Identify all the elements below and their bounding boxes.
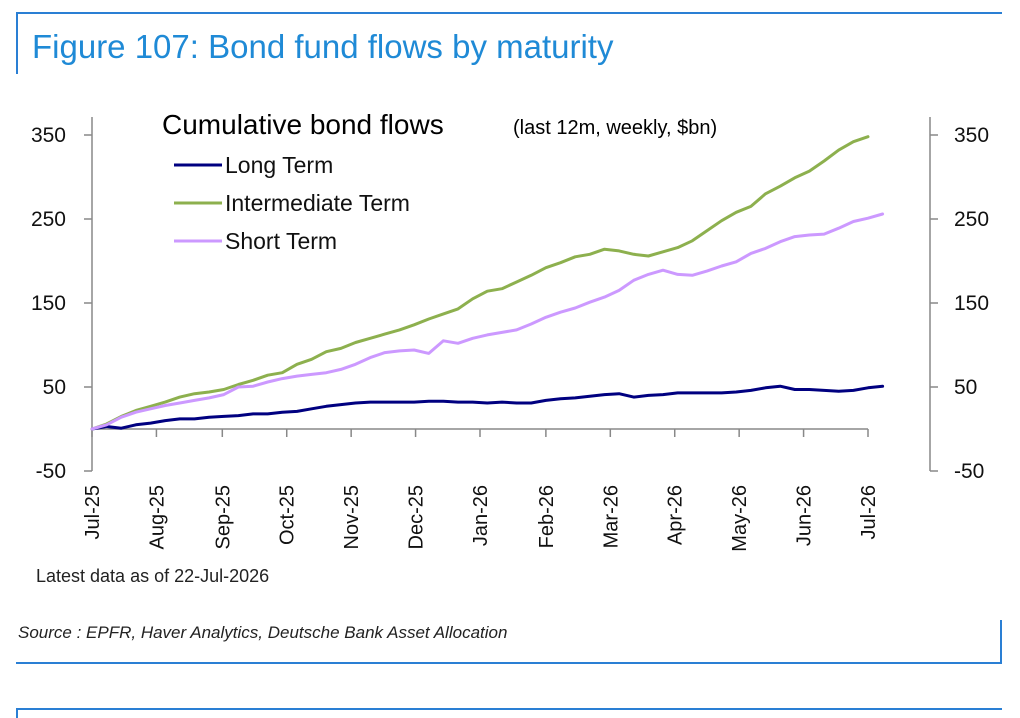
x-tick-label: Jul-26 (858, 485, 880, 539)
series-line-short-term (90, 212, 885, 431)
frame-bottom-border (16, 662, 1002, 664)
frame-right-border (1000, 620, 1002, 662)
x-tick-label: Aug-25 (146, 485, 168, 550)
x-tick-label: Feb-26 (536, 485, 558, 548)
frame-next-border (16, 708, 1002, 710)
legend-label: Long Term (225, 152, 333, 178)
x-tick-label: Mar-26 (600, 485, 622, 548)
x-tick-label: Sep-25 (212, 485, 234, 550)
data-note: Latest data as of 22-Jul-2026 (36, 566, 270, 586)
x-tick-label: Jan-26 (470, 485, 492, 546)
x-tick-label: Apr-26 (665, 485, 687, 545)
y-tick-label-right: 150 (954, 292, 989, 315)
y-tick-label-left: -50 (36, 460, 66, 483)
source-line: Source : EPFR, Haver Analytics, Deutsche… (18, 623, 508, 642)
legend-label: Short Term (225, 228, 337, 254)
chart-legend: Long Term Intermediate Term Short Term (174, 152, 410, 254)
frame-left-border (16, 12, 18, 74)
chart-title: Cumulative bond flows (162, 109, 444, 140)
x-tick-label: Jul-25 (82, 485, 104, 539)
frame-top-border (16, 12, 1002, 14)
x-tick-label: Dec-25 (406, 485, 428, 549)
chart-series-layer (90, 135, 885, 431)
y-tick-label-right: 50 (954, 376, 977, 399)
series-line-intermediate-term (90, 135, 870, 431)
y-tick-label-right: 350 (954, 124, 989, 147)
frame-next-left-border (16, 708, 18, 718)
chart-subtitle: (last 12m, weekly, $bn) (513, 117, 717, 139)
y-tick-label-left: 250 (31, 208, 66, 231)
y-tick-label-left: 50 (43, 376, 66, 399)
x-tick-label: Jun-26 (794, 485, 816, 546)
y-tick-label-right: 250 (954, 208, 989, 231)
chart-axes: -50 -50 50 50 150 150 250 250 350 350 Jul-25 Aug-25… (31, 117, 989, 552)
x-tick-label: May-26 (729, 485, 751, 552)
y-tick-label-left: 350 (31, 124, 66, 147)
legend-label: Intermediate Term (225, 190, 410, 216)
x-tick-label: Oct-25 (277, 485, 299, 545)
series-line-long-term (90, 384, 885, 431)
y-tick-label-right: -50 (954, 460, 984, 483)
y-tick-label-left: 150 (31, 292, 66, 315)
x-tick-label: Nov-25 (341, 485, 363, 549)
figure-title: Figure 107: Bond fund flows by maturity (32, 28, 614, 65)
